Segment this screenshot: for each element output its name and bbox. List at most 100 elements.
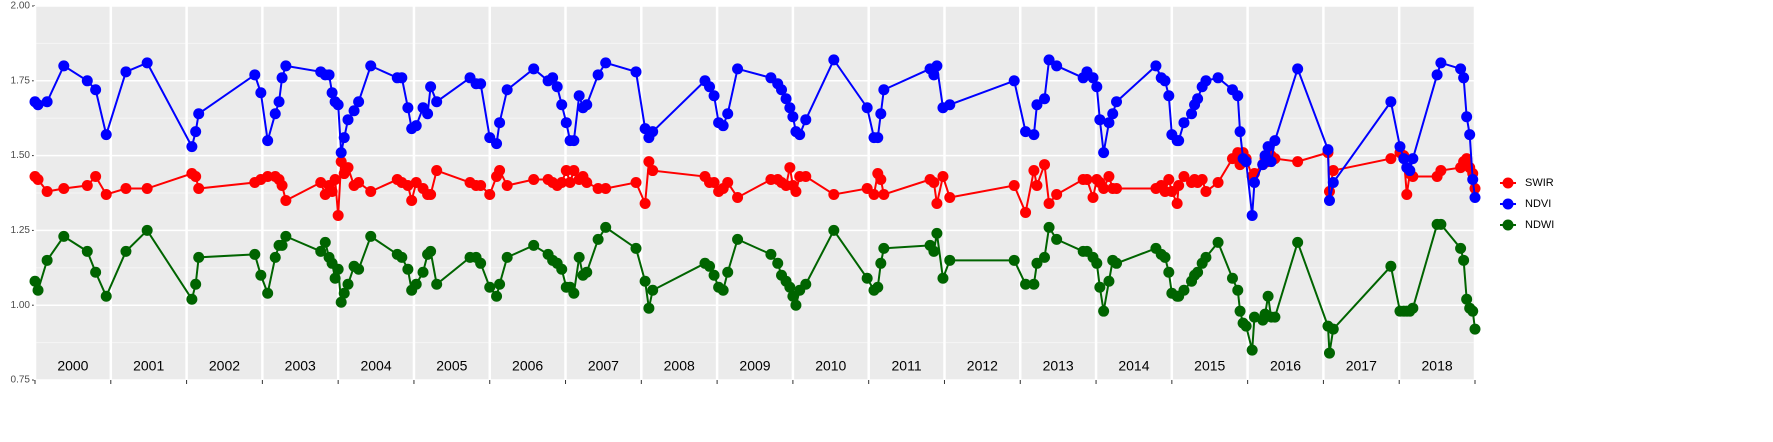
point <box>402 180 414 192</box>
point <box>600 221 612 233</box>
y-tick-label: 1.25 <box>11 225 31 236</box>
point <box>422 108 434 120</box>
point <box>944 254 956 266</box>
point <box>1461 293 1473 305</box>
point <box>491 138 503 150</box>
point <box>872 132 884 144</box>
point <box>81 75 93 87</box>
point <box>501 180 513 192</box>
point <box>41 254 53 266</box>
point <box>1051 60 1063 72</box>
point <box>1171 197 1183 209</box>
point <box>329 174 341 186</box>
point <box>319 236 331 248</box>
point <box>32 99 44 111</box>
year-label: 2008 <box>664 358 695 374</box>
point <box>643 156 655 168</box>
year-label: 2014 <box>1118 358 1149 374</box>
point <box>338 287 350 299</box>
point <box>491 290 503 302</box>
point <box>1192 266 1204 278</box>
point <box>475 257 487 269</box>
point <box>1020 206 1032 218</box>
year-label: 2006 <box>512 358 543 374</box>
point <box>800 278 812 290</box>
point <box>722 108 734 120</box>
point <box>501 251 513 263</box>
point <box>1178 117 1190 129</box>
y-tick-label: 1.50 <box>11 150 31 161</box>
point <box>1111 183 1123 195</box>
point <box>928 177 940 189</box>
point <box>262 171 274 183</box>
y-tick-label: 2.00 <box>11 1 31 12</box>
legend-key <box>1502 219 1514 231</box>
point <box>630 242 642 254</box>
point <box>528 239 540 251</box>
legend-label: NDVI <box>1525 198 1551 210</box>
point <box>643 302 655 314</box>
point <box>1212 72 1224 84</box>
point <box>1257 159 1269 171</box>
year-label: 2003 <box>285 358 316 374</box>
point <box>141 224 153 236</box>
point <box>564 177 576 189</box>
point <box>708 177 720 189</box>
year-label: 2001 <box>133 358 164 374</box>
point <box>647 165 659 177</box>
point <box>1401 188 1413 200</box>
point <box>329 272 341 284</box>
point <box>431 165 443 177</box>
point <box>828 188 840 200</box>
year-label: 2004 <box>360 358 391 374</box>
point <box>1111 96 1123 108</box>
point <box>717 284 729 296</box>
point <box>1028 165 1040 177</box>
point <box>878 242 890 254</box>
point <box>1323 347 1335 359</box>
point <box>1173 180 1185 192</box>
point <box>928 69 940 81</box>
point <box>568 287 580 299</box>
point <box>1150 60 1162 72</box>
point <box>335 296 347 308</box>
point <box>58 183 70 195</box>
point <box>425 188 437 200</box>
point <box>1178 171 1190 183</box>
point <box>186 141 198 153</box>
point <box>872 281 884 293</box>
point <box>431 278 443 290</box>
point <box>1458 254 1470 266</box>
point <box>861 102 873 114</box>
point <box>547 72 559 84</box>
point <box>717 120 729 132</box>
point <box>396 72 408 84</box>
point <box>280 194 292 206</box>
point <box>790 186 802 198</box>
point <box>1394 141 1406 153</box>
point <box>417 266 429 278</box>
point <box>81 245 93 257</box>
point <box>630 66 642 78</box>
legend-label: SWIR <box>1525 177 1554 189</box>
point <box>342 114 354 126</box>
point <box>1292 156 1304 168</box>
point <box>1103 275 1115 287</box>
point <box>790 299 802 311</box>
point <box>765 248 777 260</box>
year-label: 2015 <box>1194 358 1225 374</box>
point <box>190 278 202 290</box>
point <box>784 102 796 114</box>
point <box>1327 177 1339 189</box>
point <box>494 165 506 177</box>
point <box>1327 165 1339 177</box>
point <box>828 54 840 66</box>
point <box>794 129 806 141</box>
point <box>1196 174 1208 186</box>
point <box>639 275 651 287</box>
point <box>269 108 281 120</box>
point <box>323 69 335 81</box>
point <box>1323 194 1335 206</box>
point <box>704 260 716 272</box>
point <box>1234 126 1246 138</box>
